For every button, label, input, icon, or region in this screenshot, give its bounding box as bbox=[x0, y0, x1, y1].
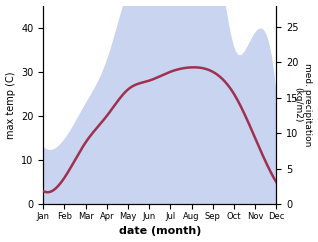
Y-axis label: max temp (C): max temp (C) bbox=[5, 71, 16, 139]
Y-axis label: med. precipitation
(kg/m2): med. precipitation (kg/m2) bbox=[293, 63, 313, 147]
X-axis label: date (month): date (month) bbox=[119, 227, 201, 236]
